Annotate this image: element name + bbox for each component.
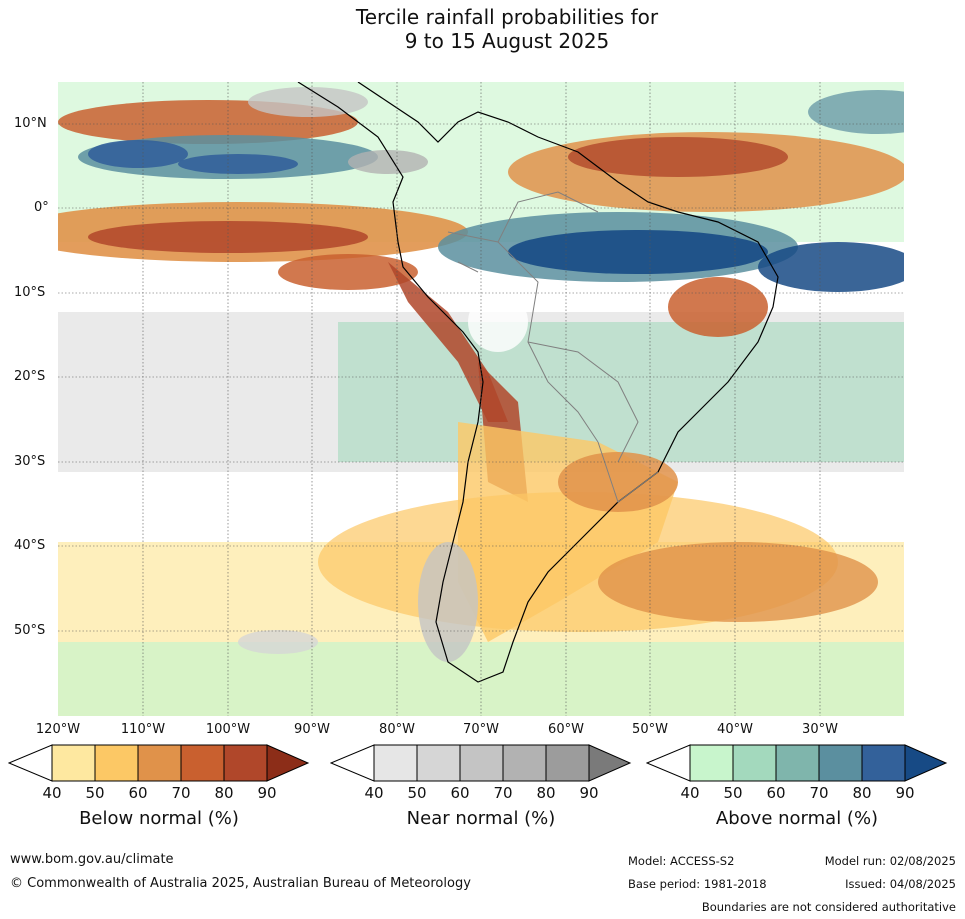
lon-label-70w: 70°W	[463, 722, 499, 737]
cbar-above-swatch-3	[775, 744, 820, 782]
cbar-near-tick: 40	[364, 784, 384, 802]
lat-label-20s: 20°S	[14, 369, 46, 384]
lat-label-40s: 40°S	[14, 538, 46, 553]
cbar-above-swatch-6	[904, 744, 948, 782]
near-normal-areas	[238, 87, 528, 662]
cbar-near-swatch-5	[545, 744, 590, 782]
cbar-near-swatch-2	[416, 744, 461, 782]
cbar-near-swatch-6	[588, 744, 632, 782]
footer-copyright: © Commonwealth of Australia 2025, Austra…	[10, 876, 471, 891]
cbar-near-tick: 80	[536, 784, 556, 802]
lat-label-0: 0°	[34, 200, 49, 215]
cbar-above-swatch-1	[689, 744, 734, 782]
cbar-below-swatch-4	[180, 744, 225, 782]
cbar-below-tick: 80	[214, 784, 234, 802]
cbar-below-title: Below normal (%)	[79, 808, 239, 829]
footer-model-run: Model run: 02/08/2025	[824, 854, 956, 868]
cbar-below-swatch-5	[223, 744, 268, 782]
country-borders	[447, 191, 659, 503]
cbar-near-tick: 60	[450, 784, 470, 802]
colorbar-below-normal	[8, 744, 310, 782]
cbar-near-title: Near normal (%)	[406, 808, 556, 829]
lon-label-30w: 30°W	[802, 722, 838, 737]
cbar-above-tick: 60	[766, 784, 786, 802]
lat-label-30s: 30°S	[14, 454, 46, 469]
below-normal-areas	[58, 100, 904, 642]
lon-label-60w: 60°W	[548, 722, 584, 737]
cbar-below-tick: 70	[171, 784, 191, 802]
cbar-above-swatch-2	[732, 744, 777, 782]
footer-model: Model: ACCESS-S2	[628, 854, 735, 868]
cbar-near-tick: 90	[579, 784, 599, 802]
colorbar-near-normal	[330, 744, 632, 782]
footer-disclaimer: Boundaries are not considered authoritat…	[701, 900, 956, 914]
cbar-above-swatch-5	[861, 744, 906, 782]
cbar-above-swatch-4	[818, 744, 863, 782]
cbar-above-tick: 50	[723, 784, 743, 802]
cbar-above-tick: 80	[852, 784, 872, 802]
map-title-line1: Tercile rainfall probabilities for	[355, 5, 659, 29]
cbar-near-tick: 50	[407, 784, 427, 802]
cbar-near-tick: 70	[493, 784, 513, 802]
cbar-below-tick: 90	[257, 784, 277, 802]
cbar-above-title: Above normal (%)	[715, 808, 879, 829]
cbar-below-swatch-6	[266, 744, 310, 782]
cbar-near-swatch-3	[459, 744, 504, 782]
south-america-coastline	[297, 82, 779, 683]
cbar-below-swatch-0	[8, 744, 53, 782]
lon-label-50w: 50°W	[632, 722, 668, 737]
cbar-above-tick: 40	[680, 784, 700, 802]
cbar-below-tick: 40	[42, 784, 62, 802]
cbar-below-swatch-2	[94, 744, 139, 782]
lat-label-10s: 10°S	[14, 285, 46, 300]
cbar-near-swatch-1	[373, 744, 418, 782]
graticule	[58, 82, 904, 716]
cbar-near-swatch-0	[330, 744, 375, 782]
cbar-below-tick: 50	[85, 784, 105, 802]
cbar-below-tick: 60	[128, 784, 148, 802]
map-title-line2: 9 to 15 August 2025	[404, 29, 610, 53]
footer-base-period: Base period: 1981-2018	[628, 877, 767, 891]
lon-label-90w: 90°W	[294, 722, 330, 737]
cbar-near-swatch-4	[502, 744, 547, 782]
lat-label-50s: 50°S	[14, 623, 46, 638]
lat-label-10n: 10°N	[14, 116, 47, 131]
probability-map	[58, 82, 904, 716]
cbar-above-swatch-0	[646, 744, 691, 782]
lon-label-110w: 110°W	[120, 722, 166, 737]
cbar-above-tick: 70	[809, 784, 829, 802]
cbar-below-swatch-1	[51, 744, 96, 782]
footer-issued: Issued: 04/08/2025	[845, 877, 956, 891]
lon-label-80w: 80°W	[379, 722, 415, 737]
cbar-below-swatch-3	[137, 744, 182, 782]
lon-label-40w: 40°W	[717, 722, 753, 737]
lon-label-100w: 100°W	[205, 722, 251, 737]
footer-url: www.bom.gov.au/climate	[10, 852, 174, 867]
colorbar-above-normal	[646, 744, 948, 782]
above-normal-areas	[78, 90, 904, 292]
probability-map-canvas	[58, 82, 904, 716]
lon-label-120w: 120°W	[35, 722, 81, 737]
cbar-above-tick: 90	[895, 784, 915, 802]
